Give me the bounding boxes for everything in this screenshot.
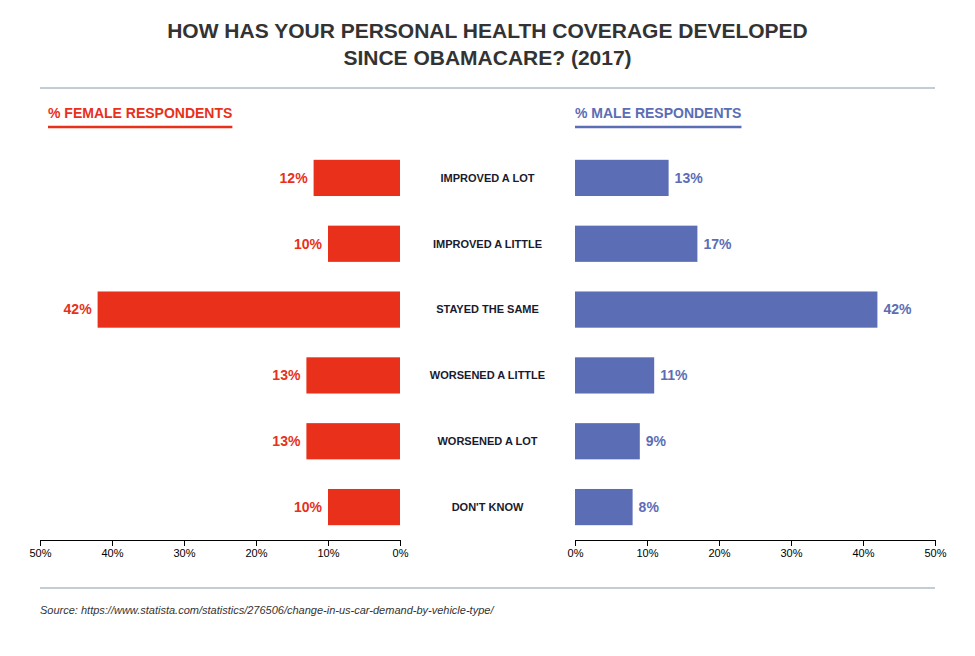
bar	[98, 291, 400, 327]
tick: 20%	[245, 540, 267, 559]
tick-label: 0%	[568, 547, 584, 559]
title: HOW HAS YOUR PERSONAL HEALTH COVERAGE DE…	[167, 19, 808, 69]
tick-label: 30%	[173, 547, 195, 559]
tick: 0%	[393, 540, 409, 559]
bar	[306, 423, 400, 459]
tick-mark	[184, 540, 185, 546]
tick-mark	[328, 540, 329, 546]
data-label: 13%	[272, 367, 301, 383]
title-line: HOW HAS YOUR PERSONAL HEALTH COVERAGE DE…	[167, 19, 808, 42]
data-label: 17%	[703, 236, 732, 252]
data-label: 11%	[660, 367, 688, 383]
tick-mark	[400, 540, 401, 546]
bar	[575, 489, 633, 525]
bar	[575, 291, 877, 327]
title-line: SINCE OBAMACARE? (2017)	[343, 46, 631, 69]
bar	[575, 357, 654, 393]
category-label: STAYED THE SAME	[436, 303, 539, 315]
tick-mark	[863, 540, 864, 546]
data-label: 13%	[272, 433, 301, 449]
data-labels: 13% 17% 42% 11% 9% 8%	[639, 170, 912, 515]
tick-label: 20%	[245, 547, 267, 559]
tick-label: 10%	[636, 547, 658, 559]
chart: HOW HAS YOUR PERSONAL HEALTH COVERAGE DE…	[0, 0, 975, 656]
tick: 30%	[780, 540, 802, 559]
bars	[98, 160, 400, 525]
tick: 0%	[568, 540, 584, 559]
tick-mark	[112, 540, 113, 546]
tick-label: 30%	[780, 547, 802, 559]
data-label: 13%	[675, 170, 704, 186]
tick: 10%	[636, 540, 658, 559]
tick: 40%	[852, 540, 874, 559]
tick-label: 20%	[708, 547, 730, 559]
category-label: IMPROVED A LITTLE	[433, 238, 542, 250]
source: Source: https://www.statista.com/statist…	[40, 604, 494, 616]
header-underline	[575, 126, 741, 129]
axis-domain	[41, 541, 401, 547]
divider	[40, 88, 935, 89]
bar	[306, 357, 400, 393]
tick-mark	[791, 540, 792, 546]
x-axis: 0% 10% 20% 30% 40% 50%	[568, 540, 947, 559]
data-label: 42%	[883, 301, 912, 317]
series-header: % MALE RESPONDENTS	[575, 105, 741, 121]
tick-label: 40%	[101, 547, 123, 559]
data-label: 8%	[639, 499, 660, 515]
axis-domain	[576, 541, 936, 547]
tick-label: 50%	[29, 547, 51, 559]
bar	[328, 489, 400, 525]
header-underline	[48, 126, 232, 129]
tick-mark	[647, 540, 648, 546]
category-label: WORSENED A LOT	[437, 435, 537, 447]
tick-label: 10%	[317, 547, 339, 559]
data-label: 12%	[280, 170, 309, 186]
divider	[40, 588, 935, 589]
x-axis: 0% 10% 20% 30% 40% 50%	[29, 540, 408, 559]
tick-label: 50%	[924, 547, 946, 559]
tick: 10%	[317, 540, 339, 559]
tick-mark	[40, 540, 41, 546]
tick-mark	[719, 540, 720, 546]
category-label: IMPROVED A LOT	[441, 172, 535, 184]
data-label: 10%	[294, 499, 323, 515]
tick-mark	[575, 540, 576, 546]
tick: 40%	[101, 540, 123, 559]
tick-label: 0%	[393, 547, 409, 559]
bar	[328, 226, 400, 262]
tick: 50%	[29, 540, 51, 559]
data-label: 9%	[646, 433, 667, 449]
bars	[575, 160, 877, 525]
bar	[575, 423, 640, 459]
data-label: 10%	[294, 236, 323, 252]
tick: 50%	[924, 540, 946, 559]
tick-mark	[935, 540, 936, 546]
data-label: 42%	[64, 301, 93, 317]
bar	[575, 160, 669, 196]
category-label: DON'T KNOW	[452, 501, 524, 513]
series-header: % FEMALE RESPONDENTS	[48, 105, 232, 121]
tick-mark	[256, 540, 257, 546]
category-label: WORSENED A LITTLE	[430, 369, 545, 381]
tick: 20%	[708, 540, 730, 559]
tick-label: 40%	[852, 547, 874, 559]
category-labels: IMPROVED A LOT IMPROVED A LITTLE STAYED TH…	[430, 172, 545, 513]
data-labels: 12% 10% 42% 13% 13% 10%	[64, 170, 323, 515]
bar	[575, 226, 697, 262]
bar	[314, 160, 400, 196]
tick: 30%	[173, 540, 195, 559]
